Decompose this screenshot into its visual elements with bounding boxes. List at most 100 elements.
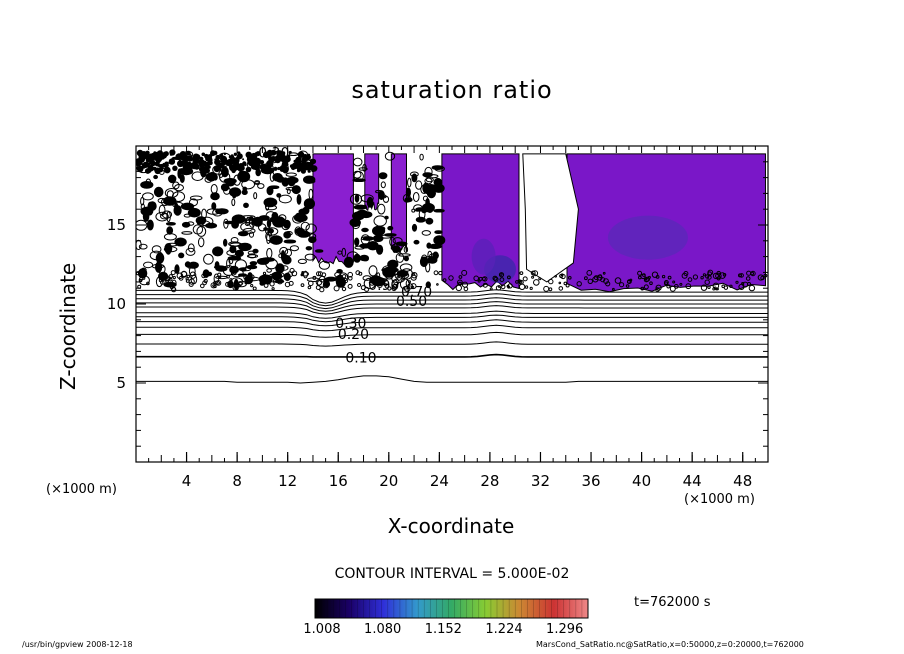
speckle (433, 235, 446, 246)
speckle (242, 186, 248, 192)
x-axis-label-text: X-coordinate (387, 514, 515, 538)
speckle-top (275, 156, 278, 159)
speckle-top (300, 168, 306, 174)
speckle-layer-top (238, 281, 243, 286)
speckle-layer-top (519, 271, 524, 276)
speckle (434, 165, 445, 172)
speckle (276, 193, 282, 198)
speckle (346, 251, 359, 262)
speckle-top (202, 162, 207, 167)
speckle (389, 237, 396, 247)
speckle-layer-top (499, 277, 505, 283)
speckle-layer-top (252, 286, 257, 291)
speckle-layer-top (273, 275, 277, 279)
contour-label-1: 0.20 (338, 327, 369, 343)
speckle (373, 215, 387, 227)
speckle-top (299, 162, 303, 166)
speckle-top (164, 161, 169, 167)
speckle-top (192, 153, 200, 161)
speckle (147, 201, 153, 213)
speckle-top (203, 160, 207, 164)
speckle-top (303, 154, 308, 159)
speckle-layer-top (719, 272, 726, 279)
speckle-top (242, 158, 245, 161)
speckle (265, 231, 273, 242)
speckle-top (310, 158, 314, 162)
speckle-top (162, 162, 165, 166)
speckle-layer-top (288, 280, 294, 286)
speckle-top (284, 157, 289, 161)
speckle-layer-top (276, 278, 283, 285)
speckle (305, 246, 313, 251)
speckle-layer-top (400, 272, 404, 276)
speckle-layer-top (723, 285, 729, 290)
speckle (252, 248, 259, 254)
speckle (289, 245, 299, 252)
speckle (304, 253, 316, 261)
x-tick-label-20: 20 (379, 472, 398, 490)
speckle (398, 253, 411, 257)
speckle-layer-top (322, 281, 330, 289)
speckle (215, 208, 229, 215)
speckle-layer-top (477, 279, 481, 283)
speckle-layer-top (587, 278, 593, 284)
speckle-top (191, 163, 198, 170)
speckle-layer-top (506, 284, 510, 288)
speckle-layer-top (548, 287, 553, 292)
speckle (362, 256, 369, 262)
speckle (266, 233, 271, 245)
speckle (427, 250, 433, 259)
contour-label-0: 0.10 (345, 351, 376, 367)
saturation-core-1 (607, 215, 688, 260)
speckle-top (207, 165, 211, 169)
speckle-layer-top (410, 274, 417, 281)
speckle (349, 193, 363, 205)
cloud-speckles (136, 149, 768, 293)
speckle-top (179, 168, 185, 174)
contour-line-0.1 (136, 353, 768, 358)
speckle (411, 173, 418, 183)
speckle-layer-top (497, 285, 501, 288)
speckle (143, 261, 154, 269)
speckle-layer-top (518, 283, 526, 290)
speckle (231, 198, 236, 207)
speckle-layer-top (560, 273, 566, 280)
speckle-layer-top (180, 271, 188, 278)
speckle-layer-top (666, 284, 671, 289)
speckle-top (268, 156, 273, 161)
speckle-top (142, 161, 149, 168)
footer-data-source: MarsCond_SatRatio.nc@SatRatio,x=0:50000,… (536, 640, 804, 649)
unsaturated-gap (522, 153, 579, 283)
speckle-layer-top (333, 285, 340, 292)
speckle (283, 239, 297, 244)
speckle-layer-top (558, 286, 564, 291)
speckle-layer-top (565, 283, 570, 288)
speckle-layer-top (355, 270, 361, 276)
speckle (140, 181, 154, 189)
speckle (305, 223, 317, 234)
speckle-top (144, 168, 151, 174)
speckle-layer-top (637, 270, 643, 276)
saturation-fill-regions (312, 153, 767, 293)
speckle (230, 277, 244, 288)
speckle-layer-top (188, 281, 194, 287)
speckle (362, 163, 367, 172)
speckle (187, 264, 193, 269)
time-label: t=762000 s (634, 595, 711, 610)
speckle (140, 203, 145, 210)
speckle-layer-top (316, 271, 321, 277)
speckle (269, 216, 276, 223)
speckle (161, 198, 169, 206)
speckle-layer-top (584, 276, 588, 281)
speckle-top (307, 155, 311, 160)
speckle (288, 152, 299, 156)
x-tick-label-24: 24 (430, 472, 449, 490)
speckle-layer-top (612, 287, 615, 291)
speckle (253, 192, 258, 200)
speckle-layer-top (393, 283, 398, 288)
speckle-layer-top (603, 278, 609, 285)
contour-line-0.05 (136, 375, 768, 384)
speckle-layer-top (683, 271, 689, 276)
speckle-layer-top (738, 273, 742, 278)
speckle-layer-top (707, 269, 714, 276)
